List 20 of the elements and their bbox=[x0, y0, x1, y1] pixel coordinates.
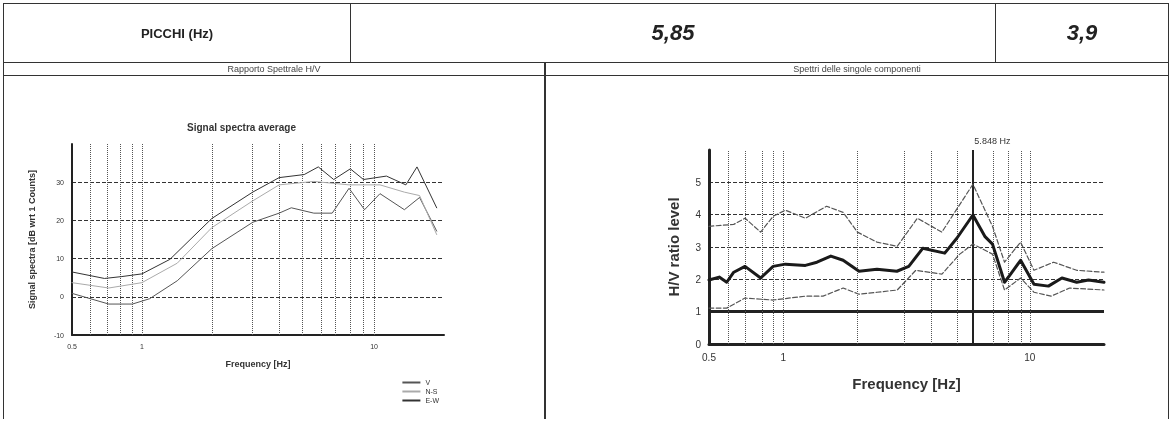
chart-title: Signal spectra average bbox=[187, 121, 297, 133]
y-tick-label: 5 bbox=[695, 176, 702, 188]
text: Rapporto Spettrale H/V bbox=[3, 62, 545, 76]
y-axis-title: Signal spectra [dB wrt 1 Counts] bbox=[26, 169, 37, 310]
x-tick-label: 0.5 bbox=[702, 351, 717, 363]
text: Spettri delle singole componenti bbox=[545, 62, 1169, 76]
y-tick-label: 2 bbox=[695, 273, 702, 285]
x-tick-label: 1 bbox=[780, 351, 787, 363]
x-axis-title: Frequency [Hz] bbox=[852, 375, 961, 392]
y-tick-label: 1 bbox=[695, 306, 702, 318]
y-tick-label: 0 bbox=[695, 338, 702, 350]
y-axis-title: H/V ratio level bbox=[665, 197, 682, 297]
text: 5,85 bbox=[350, 3, 996, 63]
y-tick-label: 4 bbox=[695, 209, 702, 221]
x-tick-label: 10 bbox=[1024, 351, 1036, 363]
y-tick-label: 3 bbox=[695, 241, 702, 253]
text: PICCHI (Hz) bbox=[3, 3, 351, 63]
text: 3,9 bbox=[995, 3, 1169, 63]
x-axis-title: Frequency [Hz] bbox=[225, 358, 291, 369]
ref-line-label: 5.848 Hz bbox=[974, 135, 1011, 146]
